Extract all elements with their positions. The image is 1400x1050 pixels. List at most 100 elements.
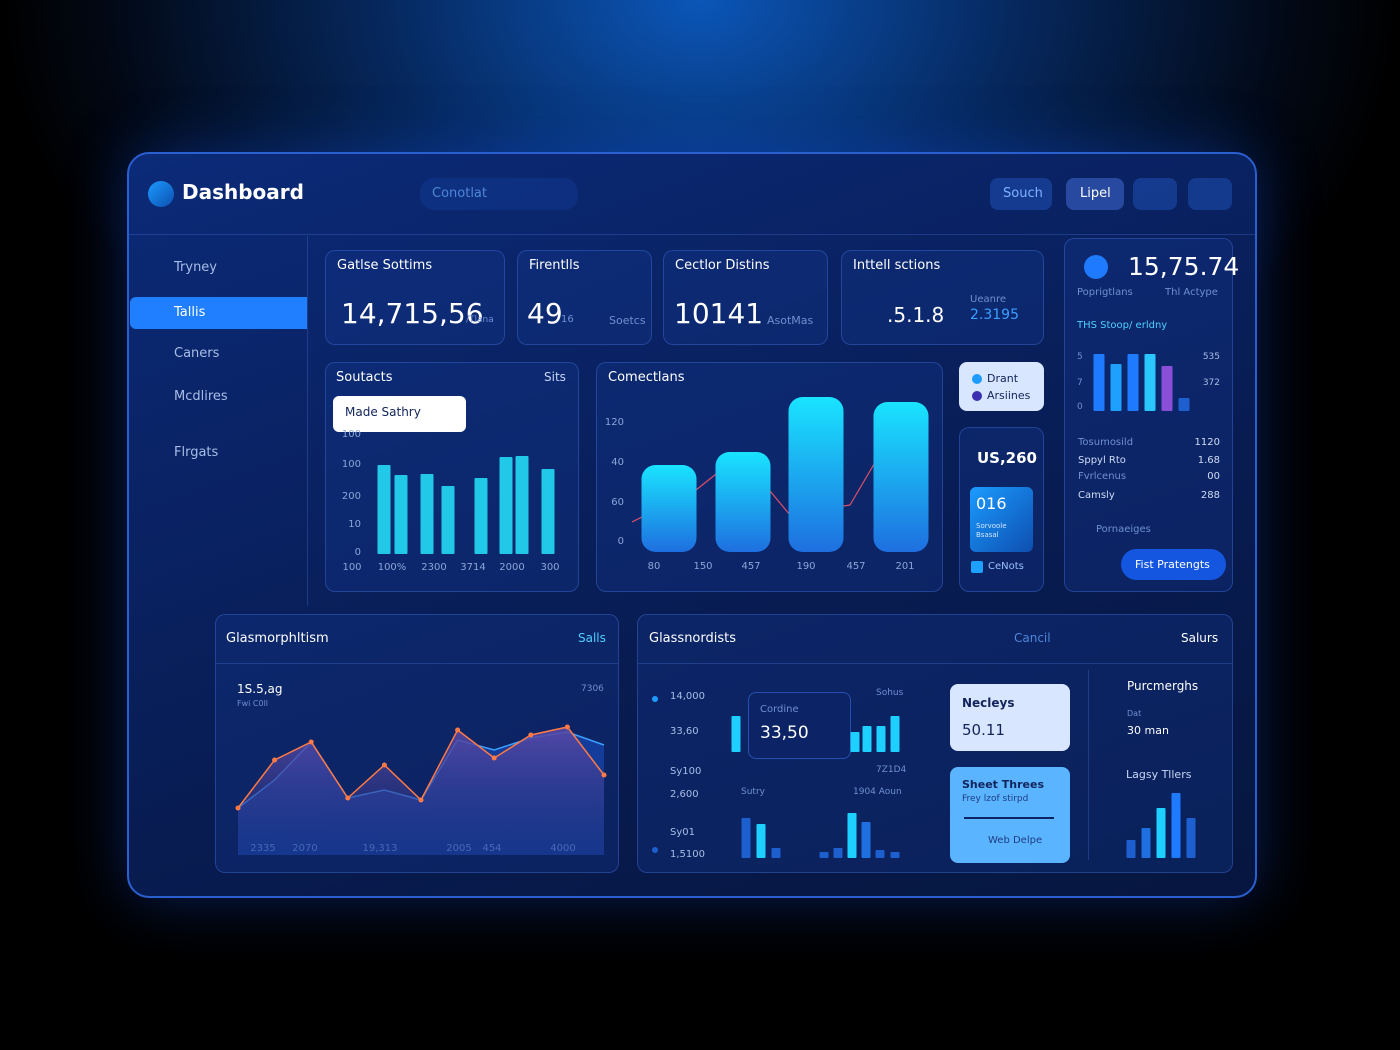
bar — [1093, 354, 1105, 411]
legend-dot — [972, 374, 982, 384]
bar — [862, 726, 872, 752]
logo — [148, 181, 174, 207]
text: Sy01 — [670, 826, 695, 838]
icon-button[interactable] — [1188, 178, 1232, 210]
y-tick-label: 0 — [355, 547, 361, 558]
bar — [474, 478, 488, 554]
text: Cordine — [760, 703, 799, 715]
text: Inttell sctions — [853, 257, 941, 273]
bar — [756, 824, 766, 858]
text[interactable]: Salls — [578, 631, 606, 646]
y-tick-label: 10 — [348, 519, 361, 530]
text[interactable]: Tryney — [174, 259, 217, 275]
bar — [377, 465, 391, 554]
bar — [1171, 793, 1181, 858]
point — [308, 739, 314, 745]
point — [564, 724, 570, 730]
x-tick-label: 150 — [693, 561, 712, 572]
text[interactable]: Lipel — [1080, 185, 1111, 201]
text: 2,600 — [670, 788, 699, 800]
button[interactable] — [1066, 178, 1124, 210]
x-tick-label: 100 — [342, 562, 361, 573]
text: Dashboard — [182, 180, 304, 204]
bar — [819, 852, 829, 858]
bar — [541, 469, 555, 554]
text: Sohus — [876, 688, 904, 699]
text: AsotMas — [767, 313, 814, 327]
x-tick-label: 457 — [741, 561, 760, 572]
text: Fwi C0ll — [237, 698, 269, 708]
point — [491, 755, 497, 761]
text: 10141 — [674, 296, 764, 330]
button[interactable] — [990, 178, 1052, 210]
text: 49 — [527, 296, 563, 330]
text: Sy100 — [670, 765, 702, 777]
text: /Tlana — [466, 315, 494, 326]
text: Gatlse Sottims — [337, 257, 433, 273]
text[interactable]: Tallis — [174, 304, 206, 320]
text[interactable]: Web Delpe — [988, 834, 1043, 846]
text[interactable]: Souch — [1003, 185, 1043, 201]
text[interactable]: Pornaeiges — [1096, 523, 1151, 535]
text: Made Sathry — [345, 405, 421, 420]
point — [235, 805, 241, 811]
text: 7 — [1077, 378, 1083, 389]
text: Drant — [987, 371, 1019, 385]
text: 7306 — [581, 684, 604, 695]
card-divider — [638, 663, 1232, 664]
bar — [1127, 354, 1139, 411]
text[interactable]: Caners — [174, 345, 220, 361]
text: Firentlls — [529, 257, 580, 273]
text: Soutacts — [336, 369, 393, 385]
text: Sppyl Rto — [1078, 454, 1126, 466]
text[interactable]: Fist Pratengts — [1135, 557, 1210, 571]
nav-active[interactable] — [130, 297, 307, 329]
text[interactable]: Salurs — [1181, 631, 1219, 646]
area-fill — [238, 727, 604, 855]
search-box[interactable] — [420, 178, 578, 210]
text: 1S.5,ag — [237, 682, 283, 697]
point — [345, 795, 351, 801]
bar — [499, 457, 513, 554]
text: Cectlor Distins — [675, 257, 770, 273]
text[interactable]: Mcdlires — [174, 388, 228, 404]
header-divider — [129, 234, 1255, 235]
bar — [873, 402, 929, 552]
bar — [876, 726, 886, 752]
text: 30 man — [1127, 723, 1169, 737]
bar — [1161, 366, 1173, 411]
text[interactable]: Cancil — [1014, 631, 1051, 646]
text: Sutry — [741, 787, 765, 798]
text: 1,5100 — [670, 848, 705, 860]
side-card — [1064, 238, 1233, 592]
text: 14,000 — [670, 690, 705, 702]
text: .5.1.8 — [887, 303, 945, 327]
stat-card — [663, 250, 828, 345]
dot — [652, 847, 658, 853]
text: 33,50 — [760, 722, 809, 743]
bar — [861, 822, 871, 858]
x-tick-label: 2000 — [499, 562, 524, 573]
stat-card — [841, 250, 1044, 345]
text[interactable]: Conotlat — [432, 185, 487, 201]
text[interactable]: Flrgats — [174, 444, 219, 460]
point — [528, 732, 534, 738]
y-tick-label: 40 — [611, 457, 624, 468]
legend-card — [959, 362, 1044, 411]
x-tick-label: 100% — [378, 562, 407, 573]
text: Sits — [544, 370, 566, 385]
bar — [788, 397, 844, 552]
text: 16 — [561, 313, 574, 325]
bar — [850, 732, 860, 752]
text: 2.3195 — [970, 307, 1019, 324]
y-tick-label: 0 — [618, 536, 624, 547]
bar — [441, 486, 455, 554]
text: 288 — [1200, 489, 1220, 501]
button[interactable] — [1121, 549, 1226, 580]
icon-button[interactable] — [1133, 178, 1177, 210]
y-tick-label: 120 — [605, 417, 624, 428]
text: Frey lzof stirpd — [962, 794, 1029, 805]
point — [601, 772, 607, 778]
checkbox — [971, 561, 983, 573]
